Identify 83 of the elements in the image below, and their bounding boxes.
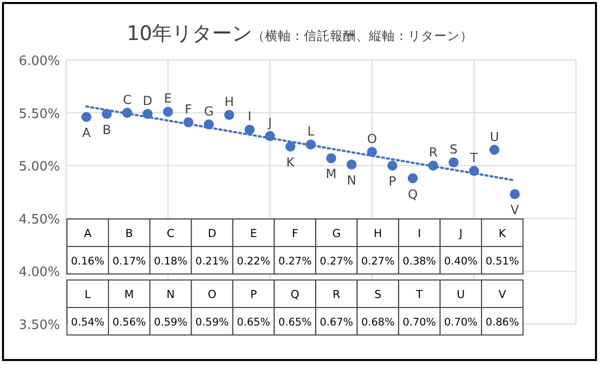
text: 0.51% <box>486 256 519 268</box>
text: 0.27% <box>278 256 312 268</box>
x-tick-label: H <box>224 94 234 109</box>
x-tick-label: B <box>102 122 112 137</box>
text: 0.38% <box>402 256 436 268</box>
category-label: H <box>374 227 382 240</box>
y-tick-label: 4.00% <box>18 265 60 280</box>
x-tick-label: D <box>142 92 152 108</box>
text: 0.65% <box>278 316 312 328</box>
category-label: Q <box>290 288 300 301</box>
y-tick-label: 5.00% <box>18 160 60 175</box>
text: 0.70% <box>444 316 478 328</box>
category-label: S <box>374 288 382 301</box>
point <box>346 160 357 170</box>
text: 0.21% <box>195 256 229 268</box>
category-label: E <box>250 227 258 240</box>
category-label: K <box>498 227 507 240</box>
x-tick-label: F <box>184 101 192 116</box>
text: 0.27% <box>320 256 354 268</box>
y-tick-label: 3.50% <box>18 318 60 333</box>
x-tick-label: C <box>122 92 132 107</box>
category-label: A <box>84 227 92 240</box>
point <box>510 189 520 200</box>
point <box>326 153 336 164</box>
text: 0.70% <box>402 316 436 328</box>
x-tick-label: U <box>490 128 499 144</box>
point <box>285 142 296 152</box>
text: 0.67% <box>320 316 354 328</box>
category-label: O <box>208 288 217 301</box>
x-tick-label: S <box>450 141 458 156</box>
text: 0.86% <box>486 316 519 328</box>
point <box>489 144 500 155</box>
y-tick-label: 5.50% <box>18 106 60 122</box>
category-label: P <box>250 288 258 301</box>
text: 0.17% <box>112 256 146 268</box>
category-label: M <box>124 288 134 301</box>
category-label: B <box>125 227 133 240</box>
point <box>244 124 255 135</box>
text: 0.16% <box>71 256 104 268</box>
chart-subtitle: （横軸：信託報酬、縦軸：リターン） <box>252 28 474 43</box>
x-tick-label: A <box>82 125 92 140</box>
text: 0.65% <box>236 316 270 328</box>
x-tick-label: I <box>248 108 252 124</box>
text: 0.27% <box>361 256 395 268</box>
category-label: T <box>414 288 423 301</box>
category-label: L <box>84 288 92 301</box>
category-label: I <box>418 227 421 240</box>
text: 0.18% <box>154 256 188 268</box>
category-label: G <box>332 227 341 240</box>
x-tick-label: E <box>164 90 172 106</box>
x-tick-label: M <box>326 166 337 182</box>
x-tick-label: O <box>367 130 378 146</box>
point <box>81 112 92 122</box>
category-label: N <box>166 288 175 301</box>
category-label: V <box>498 288 507 301</box>
text: 0.56% <box>112 316 146 328</box>
point <box>448 157 459 168</box>
x-tick-label: L <box>307 123 314 138</box>
category-label: F <box>292 227 298 240</box>
point <box>387 160 398 171</box>
category-label: C <box>166 227 175 240</box>
point <box>408 173 418 184</box>
x-tick-label: N <box>346 172 356 188</box>
category-label: D <box>208 227 216 240</box>
text: 0.54% <box>71 316 104 328</box>
chart-title: 10年リターン <box>126 21 252 45</box>
text: 0.40% <box>444 256 478 268</box>
category-label: U <box>456 288 465 301</box>
y-tick-label: 4.50% <box>18 212 60 228</box>
point <box>163 106 173 117</box>
text: 0.68% <box>361 316 395 328</box>
y-tick-label: 6.00% <box>18 54 60 69</box>
x-tick-label: P <box>388 174 397 189</box>
point <box>224 110 234 120</box>
category-label: R <box>332 288 341 301</box>
x-tick-label: G <box>204 103 214 118</box>
text: 0.22% <box>236 256 270 268</box>
category-label: J <box>458 227 462 240</box>
x-tick-label: T <box>469 150 478 165</box>
text: 0.59% <box>195 316 229 328</box>
text: 0.59% <box>154 316 188 328</box>
x-tick-label: R <box>428 144 438 160</box>
x-tick-label: J <box>267 115 272 130</box>
